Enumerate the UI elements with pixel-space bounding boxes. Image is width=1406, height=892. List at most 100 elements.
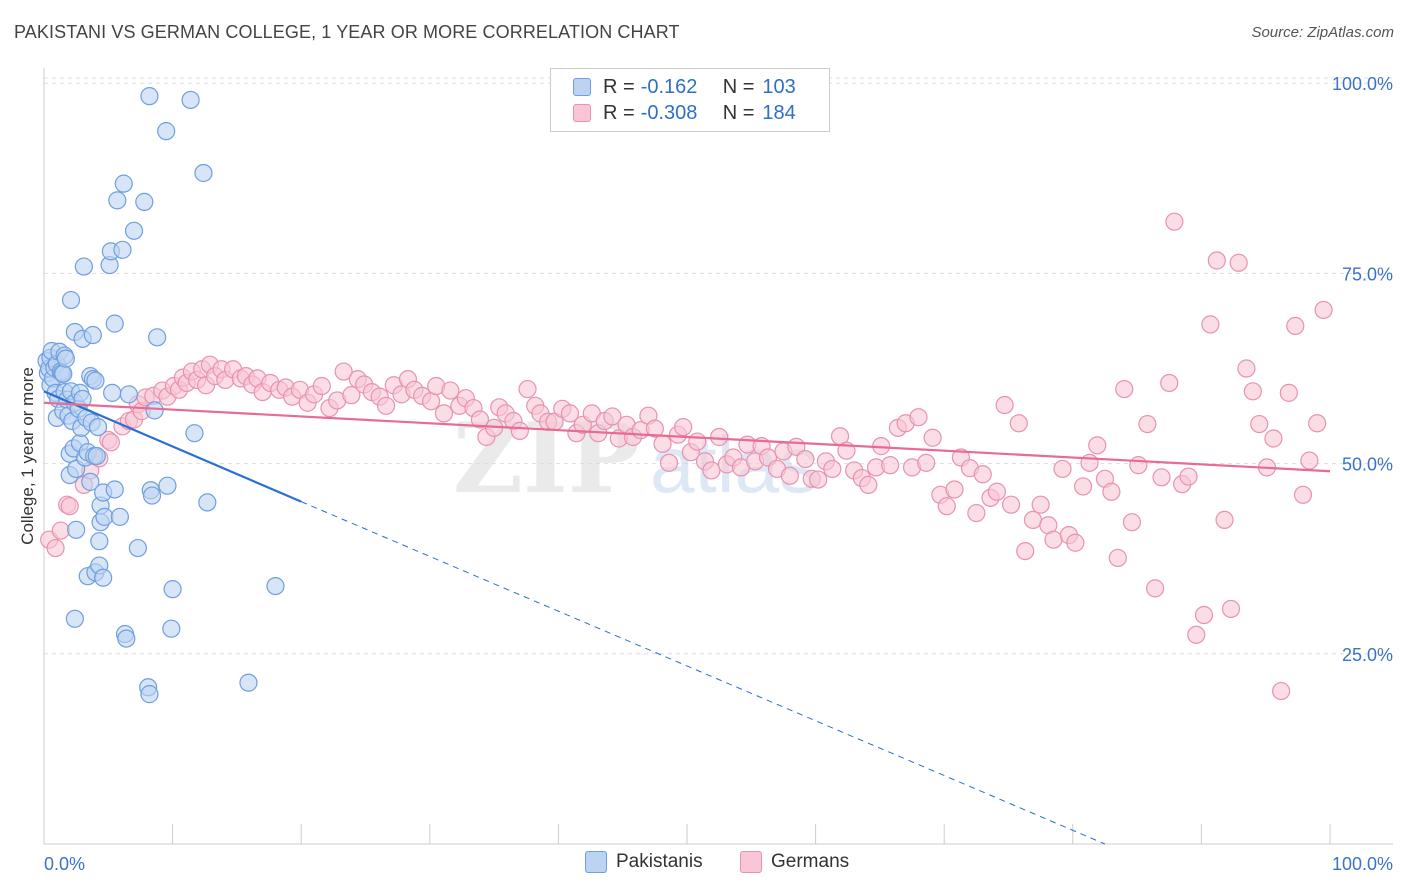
german-point (653, 434, 672, 453)
pakistani-point (103, 383, 122, 402)
german-point (342, 386, 361, 405)
pakistani-point (148, 328, 167, 347)
legend-label-pakistanis: Pakistanis (616, 851, 703, 872)
german-point (659, 453, 679, 472)
legend-swatch-blue (585, 851, 607, 873)
y-axis-label: College, 1 year or more (18, 367, 37, 545)
pakistani-point (140, 685, 159, 704)
series-legend: Pakistanis Germans (0, 851, 1406, 877)
german-point (46, 538, 65, 558)
n-label: N = (722, 75, 755, 98)
pakistani-point (145, 401, 164, 420)
german-point (1152, 468, 1171, 487)
german-point (1314, 300, 1333, 320)
pakistani-point (67, 520, 86, 539)
pakistani-point (54, 364, 73, 383)
german-point (1243, 382, 1262, 401)
pakistanis-trend-line (43, 390, 302, 503)
german-point (823, 459, 842, 479)
german-point (1165, 212, 1184, 231)
german-point (1115, 379, 1134, 399)
german-point (1215, 510, 1234, 530)
german-point (1250, 414, 1269, 434)
german-point (688, 432, 707, 451)
germans-trend-line (43, 401, 1331, 473)
legend-swatch-pink (740, 851, 762, 873)
german-point (312, 376, 331, 396)
german-point (1237, 359, 1256, 378)
y-tick-label: 100.0% (1332, 74, 1393, 94)
german-point (1102, 482, 1121, 501)
german-point (987, 482, 1007, 501)
german-point (60, 497, 79, 516)
pakistani-point (88, 417, 108, 437)
german-point (995, 395, 1014, 415)
germans-points (40, 212, 1333, 701)
legend-item-germans[interactable]: Germans (740, 851, 849, 873)
r-label: R = (603, 101, 635, 124)
axes (43, 68, 1393, 845)
german-point (674, 417, 693, 437)
pakistani-point (105, 314, 124, 333)
german-point (1201, 315, 1220, 334)
n-value: 184 (762, 101, 796, 124)
german-point (603, 407, 622, 426)
pakistani-point (110, 507, 129, 526)
pakistani-point (239, 673, 258, 692)
german-point (376, 396, 396, 415)
german-point (967, 503, 986, 523)
pakistani-point (86, 371, 105, 390)
german-point (1138, 414, 1157, 434)
german-point (1272, 681, 1291, 701)
german-point (1080, 453, 1099, 472)
pakistani-point (198, 493, 217, 512)
pakistani-point (194, 163, 213, 183)
pakistani-point (65, 609, 84, 628)
pakistani-point (95, 507, 114, 526)
german-point (909, 408, 928, 427)
pakistani-point (124, 221, 144, 240)
german-point (1001, 495, 1021, 514)
german-point (1044, 530, 1063, 549)
german-point (973, 465, 992, 484)
german-point (51, 521, 70, 540)
x-tick-label: 100.0% (1332, 854, 1393, 874)
chart-title: PAKISTANI VS GERMAN COLLEGE, 1 YEAR OR M… (14, 22, 680, 42)
pakistani-point (94, 568, 113, 587)
pakistani-point (128, 538, 147, 558)
pakistani-point (163, 580, 182, 599)
german-point (1293, 485, 1313, 504)
german-point (945, 480, 964, 499)
german-point (1053, 459, 1072, 479)
german-point (1187, 625, 1206, 644)
german-point (1088, 436, 1107, 455)
n-value: 103 (762, 75, 796, 98)
pakistanis-points (37, 87, 285, 704)
pakistani-point (181, 90, 200, 110)
legend-label-germans: Germans (771, 851, 850, 872)
german-point (334, 362, 353, 381)
source-label: Source: ZipAtlas.com (1251, 24, 1394, 41)
german-point (1160, 373, 1179, 393)
legend-swatch-blue (573, 78, 591, 96)
pakistani-point (56, 349, 75, 368)
pakistani-point (74, 257, 93, 276)
gridlines (44, 77, 1393, 655)
german-point (441, 381, 460, 400)
pakistani-point (185, 424, 204, 443)
y-tick-label: 50.0% (1342, 455, 1393, 475)
german-point (1122, 513, 1142, 532)
german-point (1300, 451, 1319, 470)
german-point (1073, 477, 1093, 496)
german-point (101, 433, 120, 452)
pakistani-point (108, 191, 127, 210)
german-point (1016, 541, 1035, 561)
legend-item-pakistanis[interactable]: Pakistanis (585, 851, 703, 873)
german-point (1066, 533, 1085, 552)
german-point (809, 470, 828, 489)
german-point (780, 466, 799, 485)
pakistani-point (87, 446, 106, 466)
german-point (645, 419, 664, 438)
legend-swatch-pink (573, 104, 591, 122)
pakistani-point (142, 486, 162, 505)
